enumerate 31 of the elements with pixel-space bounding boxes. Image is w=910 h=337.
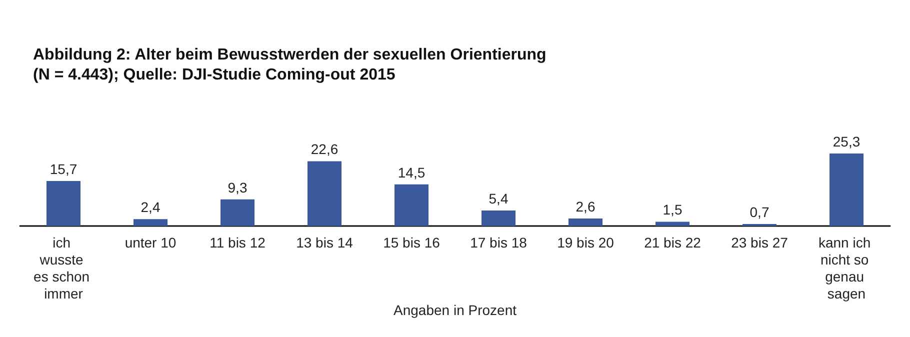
data-label: 9,3 xyxy=(228,179,248,196)
x-tick-label: ich wusste es schon immer xyxy=(34,234,94,302)
data-label: 14,5 xyxy=(398,164,426,180)
bar xyxy=(830,153,864,226)
x-tick-label: 15 bis 16 xyxy=(383,234,440,250)
bar xyxy=(656,222,690,226)
x-axis-title: Angaben in Prozent xyxy=(394,302,517,318)
bar xyxy=(220,199,254,226)
x-tick-label: 19 bis 20 xyxy=(557,234,614,250)
bar xyxy=(46,180,80,226)
data-label: 25,3 xyxy=(832,133,860,150)
x-tick-label: 11 bis 12 xyxy=(210,234,266,250)
data-label: 22,6 xyxy=(310,141,338,158)
x-tick-label: 13 bis 14 xyxy=(296,234,354,250)
x-tick-label: unter 10 xyxy=(124,234,176,250)
data-label: 0,7 xyxy=(750,204,770,220)
data-label: 1,5 xyxy=(662,202,682,218)
data-label: 5,4 xyxy=(488,190,508,207)
data-label: 2,6 xyxy=(576,198,596,215)
chart-title: Abbildung 2: Alter beim Bewusstwerden der sexuellen Orientierung (N = 4.443); Quelle: DJI-Studie Coming-out 2015 xyxy=(33,46,546,84)
bar xyxy=(482,210,516,226)
bar xyxy=(394,184,428,226)
data-label: 15,7 xyxy=(50,160,78,177)
bar xyxy=(308,161,342,226)
x-tick-label: kann ich nicht so genau sagen xyxy=(818,234,875,302)
x-tick-label: 23 bis 27 xyxy=(731,234,788,250)
bar xyxy=(134,219,168,226)
data-label: 2,4 xyxy=(140,199,160,216)
x-tick-label: 21 bis 22 xyxy=(644,234,702,250)
x-tick-label: 17 bis 18 xyxy=(470,234,528,250)
bar xyxy=(568,218,602,226)
